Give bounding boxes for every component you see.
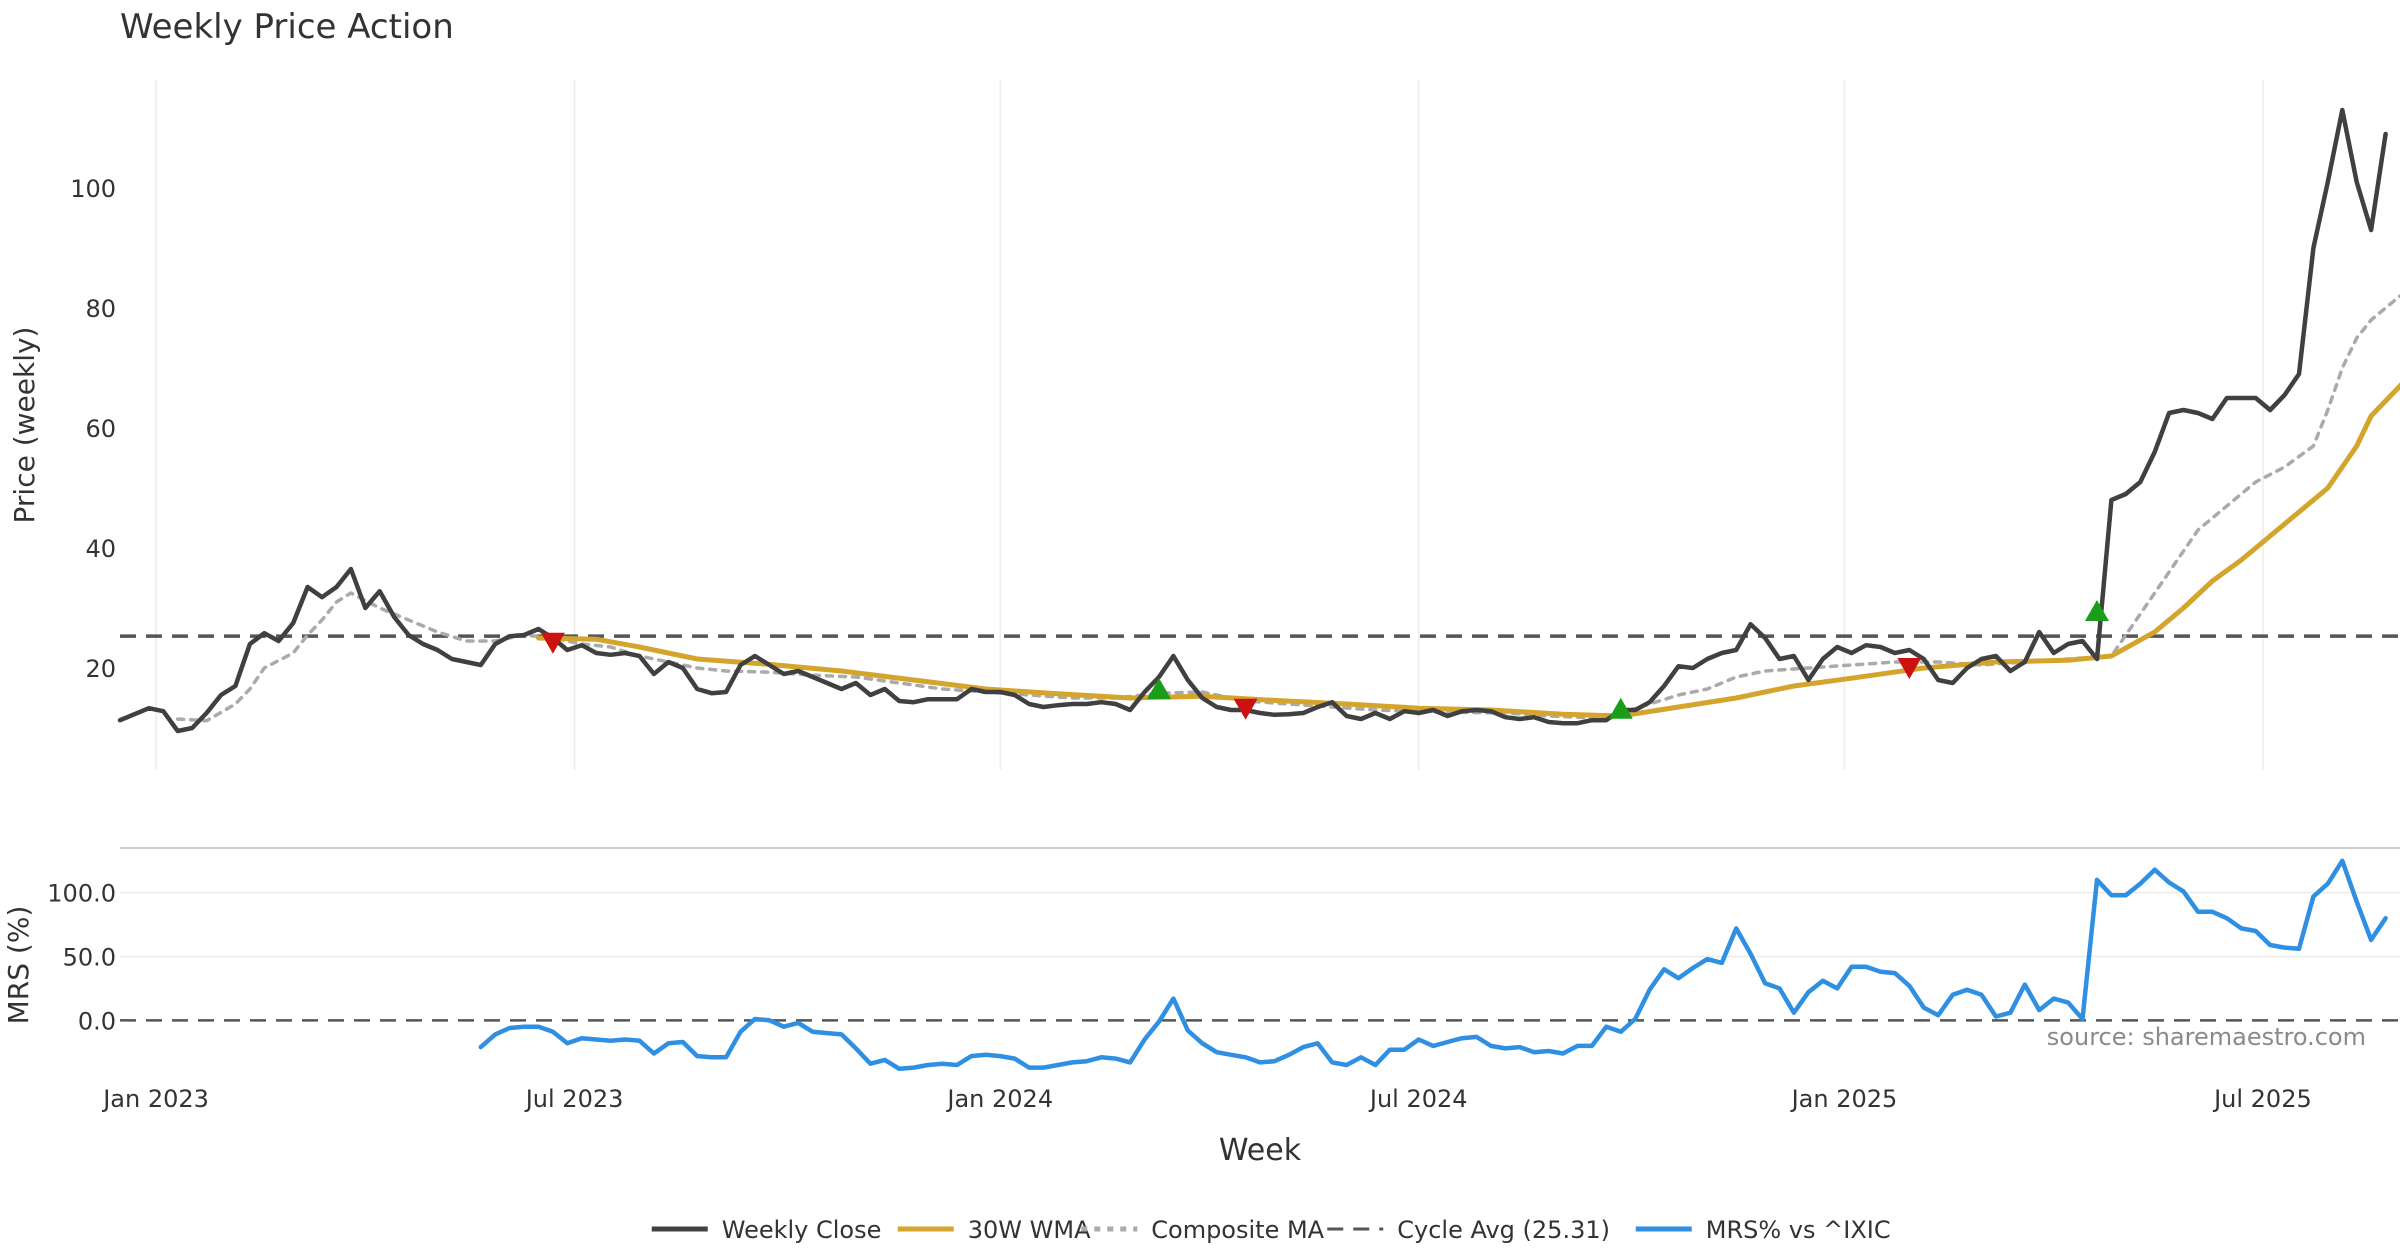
mrs-ytick-label: 50.0 — [63, 944, 116, 972]
grid-layer — [120, 80, 2400, 958]
price-ytick-label: 80 — [85, 295, 116, 323]
x-tick-label: Jan 2024 — [945, 1085, 1053, 1113]
axis-labels: 20 40 60 80 100 0.0 50.0 100.0 Jan 2023 Jul 2023 J… — [47, 175, 2311, 1113]
mrs-panel — [120, 858, 2400, 1072]
legend: Weekly Close 30W WMA Composite MA Cycle Avg… — [651, 1216, 1891, 1244]
series-line-composite — [175, 294, 2400, 723]
sell-signal-marker — [1233, 698, 1258, 720]
x-tick-label: Jul 2023 — [524, 1085, 624, 1113]
series-line-mrs — [478, 858, 2388, 1072]
legend-label: Composite MA — [1151, 1216, 1324, 1244]
legend-label: MRS% vs ^IXIC — [1706, 1216, 1891, 1244]
mrs-axis-label: MRS (%) — [2, 906, 35, 1025]
buy-signal-marker — [1608, 697, 1633, 719]
legend-label: Cycle Avg (25.31) — [1397, 1216, 1610, 1244]
mrs-ytick-label: 100.0 — [47, 880, 116, 908]
x-tick-label: Jan 2025 — [1790, 1085, 1898, 1113]
price-panel — [117, 107, 2400, 734]
series-line-weekly-close — [117, 107, 2388, 734]
legend-label: Weekly Close — [722, 1216, 882, 1244]
price-ytick-label: 40 — [85, 535, 116, 563]
x-tick-label: Jan 2023 — [101, 1085, 209, 1113]
sell-signal-marker — [1897, 658, 1922, 679]
sell-signal-marker — [540, 632, 565, 654]
legend-label: 30W WMA — [968, 1216, 1091, 1244]
source-label: source: sharemaestro.com — [2047, 1023, 2366, 1051]
price-ytick-label: 100 — [70, 175, 116, 203]
chart-title: Weekly Price Action — [120, 7, 454, 47]
price-ytick-label: 60 — [85, 415, 116, 443]
price-axis-label: Price (weekly) — [8, 327, 41, 524]
buy-signal-marker — [1146, 678, 1171, 699]
buy-signal-marker — [2084, 600, 2109, 621]
price-ytick-label: 20 — [85, 655, 116, 683]
mrs-ytick-label: 0.0 — [78, 1007, 116, 1035]
x-tick-label: Jul 2025 — [2212, 1085, 2312, 1113]
x-axis-label: Week — [1219, 1133, 1302, 1168]
x-tick-label: Jul 2024 — [1368, 1085, 1468, 1113]
series-line-wma — [536, 382, 2400, 719]
